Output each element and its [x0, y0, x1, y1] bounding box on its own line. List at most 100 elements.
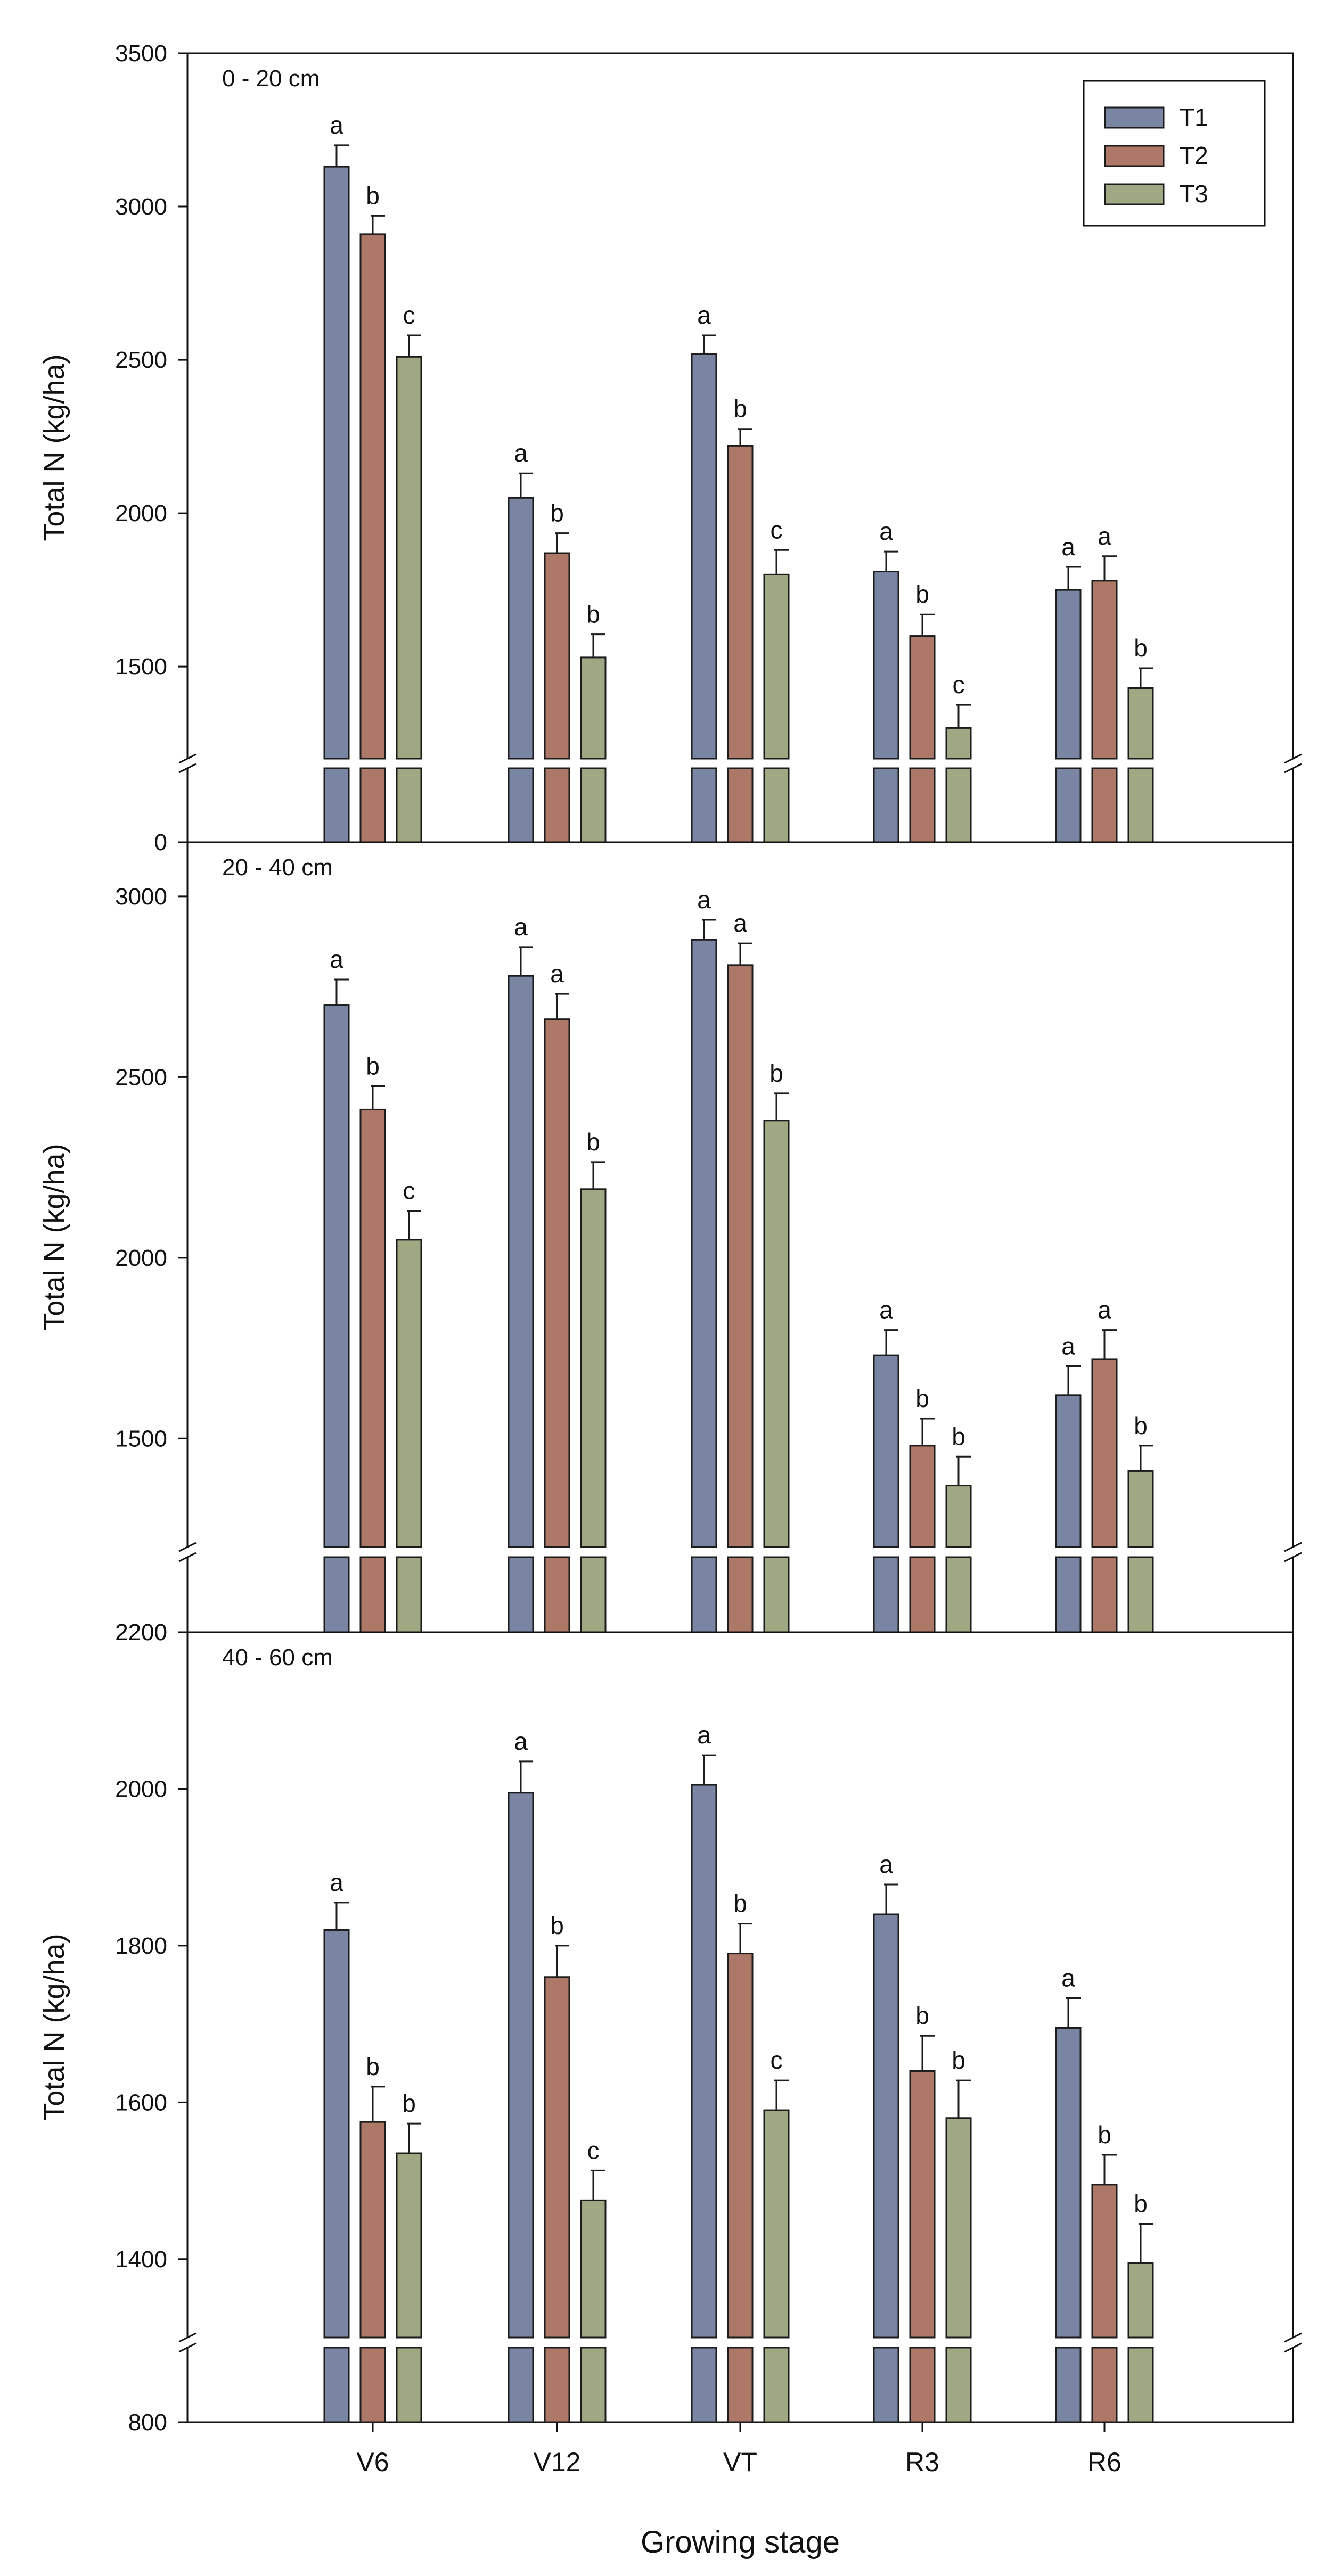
axis-break-gap	[184, 1547, 191, 1557]
bar-T2-R6	[1091, 1358, 1118, 1548]
significance-letter: b	[402, 2089, 416, 2117]
significance-letter: a	[733, 909, 747, 937]
error-bar	[1066, 1997, 1081, 2028]
axis-break-gap	[1290, 2338, 1296, 2348]
bar-stub-T3-R3	[945, 1556, 972, 1633]
significance-letter: c	[587, 2136, 600, 2164]
error-bar	[407, 1210, 421, 1240]
significance-letter: c	[771, 2046, 783, 2074]
significance-letter: b	[1134, 634, 1148, 662]
error-bar	[774, 549, 789, 575]
significance-letter: a	[514, 439, 528, 467]
error-bar	[702, 334, 716, 354]
bar-T3-V6	[396, 1239, 422, 1548]
bar-stub-T3-R6	[1127, 2347, 1154, 2423]
bar-stub-T1-R6	[1055, 767, 1082, 843]
bar-T1-V6	[323, 1929, 350, 2339]
axis-break-mark	[1284, 753, 1302, 764]
panel-3: 40 - 60 cm 1400 1600 1800 2000 2200 800 Total N…	[38, 1619, 1302, 2435]
significance-letter: a	[330, 111, 343, 139]
bar-T3-V12	[580, 656, 607, 760]
bar-T3-R3	[945, 727, 972, 760]
significance-letter: b	[770, 1059, 783, 1087]
bar-stub-T2-V6	[359, 1556, 386, 1633]
error-bar	[334, 1902, 349, 1930]
axis-break-gap	[184, 2338, 191, 2348]
bar-stub-T2-R6	[1091, 2347, 1118, 2423]
legend-label-T3: T3	[1180, 180, 1208, 208]
y-tick-label: 800	[128, 2409, 167, 2435]
y-tick-label: 2200	[115, 1619, 167, 1645]
error-bar	[591, 633, 605, 657]
axis-break-mark	[178, 1552, 197, 1562]
bar-T2-V6	[359, 1108, 386, 1548]
error-bar	[920, 1418, 935, 1446]
bar-stub-T2-R3	[909, 1556, 936, 1633]
bar-stub-T1-R6	[1055, 2347, 1082, 2423]
error-bar	[774, 1092, 789, 1121]
panel-1: 0 - 20 cm 1500 2000 2500 3000 3500 0 Total N (k…	[38, 40, 1302, 855]
legend-label-T2: T2	[1180, 142, 1208, 169]
bar-T1-VT	[691, 939, 717, 1548]
y-tick-label: 1500	[115, 654, 167, 680]
bar-T1-R6	[1055, 589, 1082, 760]
bar-stub-T3-R3	[945, 767, 972, 843]
bar-T2-V6	[359, 233, 386, 760]
error-bar	[371, 2086, 385, 2122]
bar-stub-T3-V12	[580, 767, 607, 843]
significance-letter: c	[403, 1177, 415, 1205]
bar-stub-T1-V6	[323, 767, 350, 843]
bar-T3-R3	[945, 2117, 972, 2339]
significance-letter: b	[915, 1385, 929, 1412]
bar-T1-V6	[323, 166, 350, 760]
bar-stub-T2-R6	[1091, 767, 1118, 843]
significance-letter: b	[1098, 2121, 1111, 2149]
y-axis-label: Total N (kg/ha)	[38, 1933, 70, 2120]
significance-letter: a	[697, 886, 711, 913]
bar-T2-R3	[909, 1445, 936, 1548]
error-bar	[407, 2122, 421, 2154]
error-bar	[1102, 1329, 1117, 1359]
error-bar	[519, 1760, 533, 1793]
significance-letter: b	[952, 2046, 965, 2074]
x-tick-label: R6	[1087, 2447, 1122, 2477]
error-bar	[884, 1883, 898, 1914]
bar-stub-T1-R3	[873, 1556, 899, 1633]
error-bar	[702, 919, 716, 940]
axis-break-mark	[1284, 1552, 1302, 1562]
error-bar	[1102, 2154, 1117, 2185]
error-bar	[738, 1923, 752, 1954]
bar-stub-T2-V12	[544, 767, 570, 843]
significance-letter: b	[366, 182, 380, 209]
y-tick-label: 3000	[115, 884, 167, 910]
error-bar	[371, 215, 385, 234]
bar-stub-T3-R6	[1127, 767, 1154, 843]
error-bar	[738, 428, 752, 446]
y-axis-label: Total N (kg/ha)	[38, 1143, 70, 1330]
significance-letter: b	[550, 1912, 564, 1939]
error-bar	[334, 144, 349, 167]
bar-T3-V6	[396, 2152, 422, 2339]
error-bar	[702, 1754, 716, 1785]
bar-T3-VT	[763, 1120, 790, 1548]
error-bar	[1066, 566, 1081, 590]
bar-stub-T3-R3	[945, 2347, 972, 2423]
error-bar	[1139, 1445, 1153, 1471]
significance-letter: c	[403, 301, 415, 329]
error-bar	[334, 978, 349, 1005]
bar-stub-T1-V6	[323, 1556, 350, 1633]
significance-letter: b	[952, 1422, 965, 1450]
bar-stub-T3-VT	[763, 767, 790, 843]
bar-stub-T3-V6	[396, 2347, 422, 2423]
legend-label-T1: T1	[1180, 103, 1208, 131]
significance-letter: c	[953, 671, 965, 698]
x-axis-label: Growing stage	[641, 2525, 840, 2559]
bar-T2-R3	[909, 635, 936, 760]
y-tick-label: 0	[154, 829, 167, 855]
bar-stub-T1-V6	[323, 2347, 350, 2423]
bar-stub-T1-V12	[508, 2347, 534, 2423]
significance-letter: b	[550, 499, 564, 527]
bar-T2-VT	[727, 1953, 754, 2339]
bar-stub-T2-VT	[727, 767, 754, 843]
